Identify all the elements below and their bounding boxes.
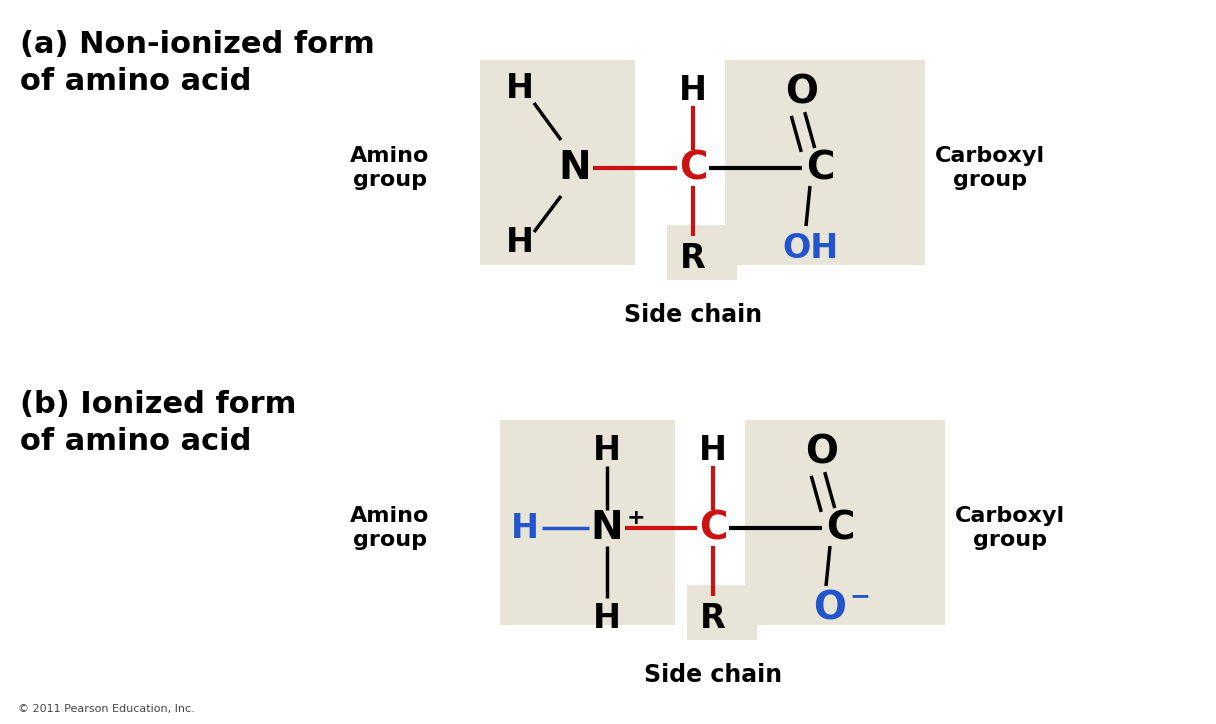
Text: OH: OH — [782, 232, 838, 264]
Text: © 2011 Pearson Education, Inc.: © 2011 Pearson Education, Inc. — [18, 704, 195, 714]
Bar — [687, 585, 758, 640]
Text: H: H — [699, 434, 727, 466]
Text: H: H — [593, 434, 621, 466]
Text: H: H — [593, 602, 621, 634]
Text: Carboxyl
group: Carboxyl group — [935, 146, 1045, 190]
Text: Amino
group: Amino group — [350, 146, 429, 190]
Text: H: H — [511, 511, 539, 544]
Text: O: O — [805, 434, 839, 472]
Text: C: C — [679, 149, 708, 187]
Bar — [480, 60, 635, 265]
Text: C: C — [806, 149, 834, 187]
Text: H: H — [506, 225, 534, 258]
Text: O: O — [814, 589, 846, 627]
Bar — [500, 420, 675, 625]
Text: Side chain: Side chain — [644, 663, 782, 687]
Text: H: H — [679, 74, 706, 106]
Text: C: C — [826, 509, 855, 547]
Text: Amino
group: Amino group — [350, 505, 429, 550]
Text: +: + — [627, 508, 646, 528]
Text: O: O — [786, 74, 818, 112]
Bar — [725, 60, 925, 265]
Text: N: N — [591, 509, 624, 547]
Text: −: − — [850, 584, 871, 608]
Text: H: H — [506, 72, 534, 104]
Text: R: R — [700, 602, 726, 634]
Bar — [668, 225, 737, 280]
Text: C: C — [699, 509, 727, 547]
Bar — [745, 420, 945, 625]
Text: (a) Non-ionized form
of amino acid: (a) Non-ionized form of amino acid — [19, 30, 375, 96]
Text: N: N — [558, 149, 591, 187]
Text: R: R — [680, 242, 705, 274]
Text: Carboxyl
group: Carboxyl group — [955, 505, 1065, 550]
Text: (b) Ionized form
of amino acid: (b) Ionized form of amino acid — [19, 390, 297, 456]
Text: Side chain: Side chain — [624, 303, 762, 327]
